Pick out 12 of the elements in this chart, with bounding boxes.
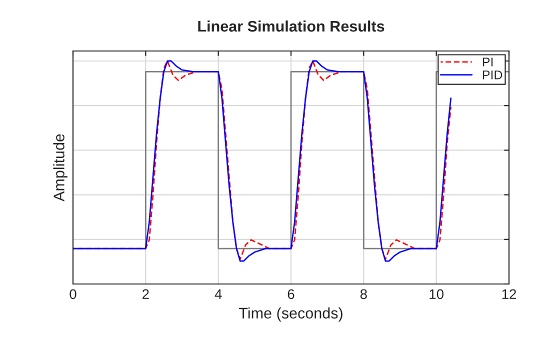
y-axis-title: Amplitude: [53, 134, 68, 202]
x-tick-label: 0: [70, 289, 76, 300]
x-tick-label: 10: [430, 289, 444, 300]
legend-label: PI: [482, 58, 493, 66]
x-tick-label: 6: [288, 289, 294, 300]
x-tick-label: 8: [360, 289, 367, 300]
legend-label: PID: [482, 70, 502, 80]
x-tick-label: 12: [502, 289, 516, 299]
x-tick-label: 2: [142, 289, 149, 299]
x-tick-label: 4: [214, 289, 222, 299]
chart-title: Linear Simulation Results: [198, 20, 384, 32]
x-axis-title: Time (seconds): [238, 307, 342, 322]
